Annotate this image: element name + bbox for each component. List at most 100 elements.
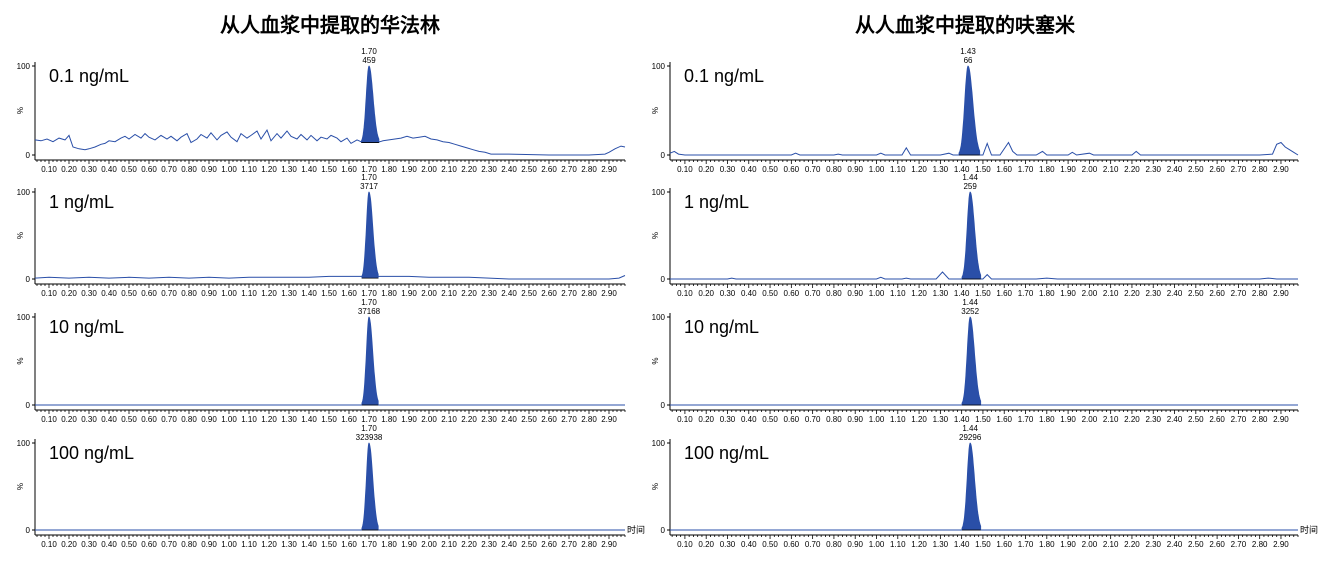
x-tick-label: 0.50 [121,540,137,549]
x-tick-label: 1.50 [321,540,337,549]
x-tick-label: 1.50 [321,289,337,298]
x-tick-label: 1.20 [911,415,927,424]
x-tick-label: 2.10 [1103,165,1119,174]
x-tick-label: 2.10 [441,165,457,174]
chromatogram-panel: 100 0% 0.10 0.20 0.30 0.40 0.50 0.60 0.70 0.80 0.9… [651,298,1299,424]
x-tick-label: 0.80 [181,289,197,298]
x-tick-label: 0.50 [762,165,778,174]
x-tick-label: 2.40 [501,289,517,298]
peak-area-value: 323938 [356,433,383,442]
x-tick-label: 0.50 [762,540,778,549]
x-tick-label: 2.20 [1124,415,1140,424]
y-tick-label: 0 [26,526,31,535]
x-tick-label: 1.10 [241,415,257,424]
x-tick-label: 0.90 [847,540,863,549]
x-tick-label: 2.60 [541,540,557,549]
x-tick-label: 0.20 [61,415,77,424]
chromatogram-panel: 100 0% 0.10 0.20 0.30 0.40 0.50 0.60 0.70 0.80 0.9… [651,173,1299,298]
x-tick-label: 1.40 [954,415,970,424]
x-tick-label: 1.00 [869,289,885,298]
x-tick-label: 1.60 [996,289,1012,298]
x-tick-label: 2.10 [1103,540,1119,549]
x-tick-label: 0.70 [161,415,177,424]
x-tick-label: 1.70 [1018,289,1034,298]
x-tick-label: 1.40 [301,540,317,549]
peak-area [361,65,380,143]
peak-area-value: 459 [362,56,376,65]
x-tick-label: 1.30 [281,165,297,174]
x-tick-label: 2.10 [1103,415,1119,424]
concentration-label: 0.1 ng/mL [49,66,129,86]
x-tick-label: 1.70 [361,540,377,549]
y-tick-label: 100 [652,313,666,322]
x-tick-label: 2.60 [1209,165,1225,174]
x-tick-label: 2.80 [581,165,597,174]
peak-area-value: 37168 [358,307,381,316]
x-tick-label: 1.90 [401,415,417,424]
chart-title: 从人血浆中提取的呋塞米 [855,13,1076,37]
y-tick-label: 0 [26,401,31,410]
x-tick-label: 0.20 [698,540,714,549]
x-tick-label: 2.00 [1082,289,1098,298]
y-axis-label: % [16,483,25,490]
x-tick-label: 1.20 [911,289,927,298]
x-tick-label: 0.50 [121,165,137,174]
x-tick-label: 1.20 [261,415,277,424]
x-tick-label: 1.70 [1018,415,1034,424]
x-tick-label: 1.20 [911,165,927,174]
x-tick-label: 1.20 [261,540,277,549]
peak-retention-time: 1.44 [962,298,978,307]
x-tick-label: 2.40 [501,165,517,174]
x-tick-label: 0.70 [805,289,821,298]
x-tick-label: 2.60 [1209,415,1225,424]
x-tick-label: 1.10 [890,289,906,298]
x-tick-label: 2.00 [1082,165,1098,174]
y-tick-label: 100 [17,439,31,448]
x-tick-label: 1.90 [1060,289,1076,298]
y-axis-label: % [651,483,660,490]
x-tick-label: 2.30 [481,165,497,174]
x-tick-label: 1.60 [341,415,357,424]
x-tick-label: 2.70 [1231,165,1247,174]
x-tick-label: 2.20 [461,165,477,174]
y-tick-label: 100 [17,62,31,71]
x-tick-label: 0.40 [741,415,757,424]
concentration-label: 0.1 ng/mL [684,66,764,86]
x-tick-label: 2.80 [581,289,597,298]
x-tick-label: 2.30 [481,415,497,424]
x-tick-label: 1.50 [975,415,991,424]
x-tick-label: 1.60 [341,289,357,298]
x-tick-label: 1.30 [933,165,949,174]
concentration-label: 10 ng/mL [49,317,124,337]
x-tick-label: 0.50 [121,289,137,298]
x-tick-label: 2.00 [1082,540,1098,549]
baseline-trace [669,141,1299,156]
x-tick-label: 0.20 [698,415,714,424]
concentration-label: 100 ng/mL [684,443,769,463]
x-tick-label: 2.00 [421,165,437,174]
x-tick-label: 0.10 [41,540,57,549]
y-axis-label: % [651,107,660,114]
x-tick-label: 1.00 [221,289,237,298]
x-tick-label: 0.90 [201,540,217,549]
x-tick-label: 1.50 [975,540,991,549]
x-tick-label: 1.70 [361,165,377,174]
x-tick-label: 1.00 [221,540,237,549]
concentration-label: 10 ng/mL [684,317,759,337]
x-tick-label: 0.70 [161,165,177,174]
y-tick-label: 100 [652,188,666,197]
x-tick-label: 0.20 [698,165,714,174]
peak-retention-time: 1.70 [361,47,377,56]
chromatogram-panel: 100 0% 0.10 0.20 0.30 0.40 0.50 0.60 0.70 0.80 0.9… [651,47,1299,174]
x-tick-label: 0.20 [61,289,77,298]
peak-area-value: 3252 [961,307,979,316]
x-tick-label: 0.60 [141,165,157,174]
y-tick-label: 0 [661,151,666,160]
chromatogram-panel: 100 0% 0.10 0.20 0.30 0.40 0.50 0.60 0.70 0.80 0.9… [16,298,626,424]
x-tick-label: 0.50 [762,289,778,298]
x-tick-label: 0.30 [81,289,97,298]
x-tick-label: 1.10 [890,415,906,424]
x-tick-label: 1.20 [911,540,927,549]
x-tick-label: 0.30 [720,540,736,549]
